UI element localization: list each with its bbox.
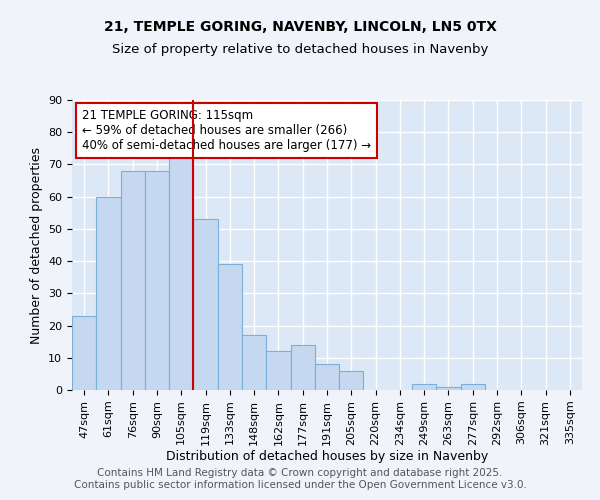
Bar: [266, 352, 290, 390]
Bar: [242, 335, 266, 390]
Text: 21 TEMPLE GORING: 115sqm
← 59% of detached houses are smaller (266)
40% of semi-: 21 TEMPLE GORING: 115sqm ← 59% of detach…: [82, 108, 371, 152]
Bar: [145, 171, 169, 390]
Bar: [121, 171, 145, 390]
Text: 21, TEMPLE GORING, NAVENBY, LINCOLN, LN5 0TX: 21, TEMPLE GORING, NAVENBY, LINCOLN, LN5…: [104, 20, 496, 34]
Bar: [315, 364, 339, 390]
Bar: [290, 345, 315, 390]
Bar: [436, 387, 461, 390]
X-axis label: Distribution of detached houses by size in Navenby: Distribution of detached houses by size …: [166, 450, 488, 464]
Bar: [96, 196, 121, 390]
Bar: [339, 370, 364, 390]
Bar: [218, 264, 242, 390]
Bar: [72, 316, 96, 390]
Bar: [193, 219, 218, 390]
Text: Contains HM Land Registry data © Crown copyright and database right 2025.
Contai: Contains HM Land Registry data © Crown c…: [74, 468, 526, 490]
Y-axis label: Number of detached properties: Number of detached properties: [29, 146, 43, 344]
Bar: [169, 148, 193, 390]
Bar: [412, 384, 436, 390]
Bar: [461, 384, 485, 390]
Text: Size of property relative to detached houses in Navenby: Size of property relative to detached ho…: [112, 42, 488, 56]
